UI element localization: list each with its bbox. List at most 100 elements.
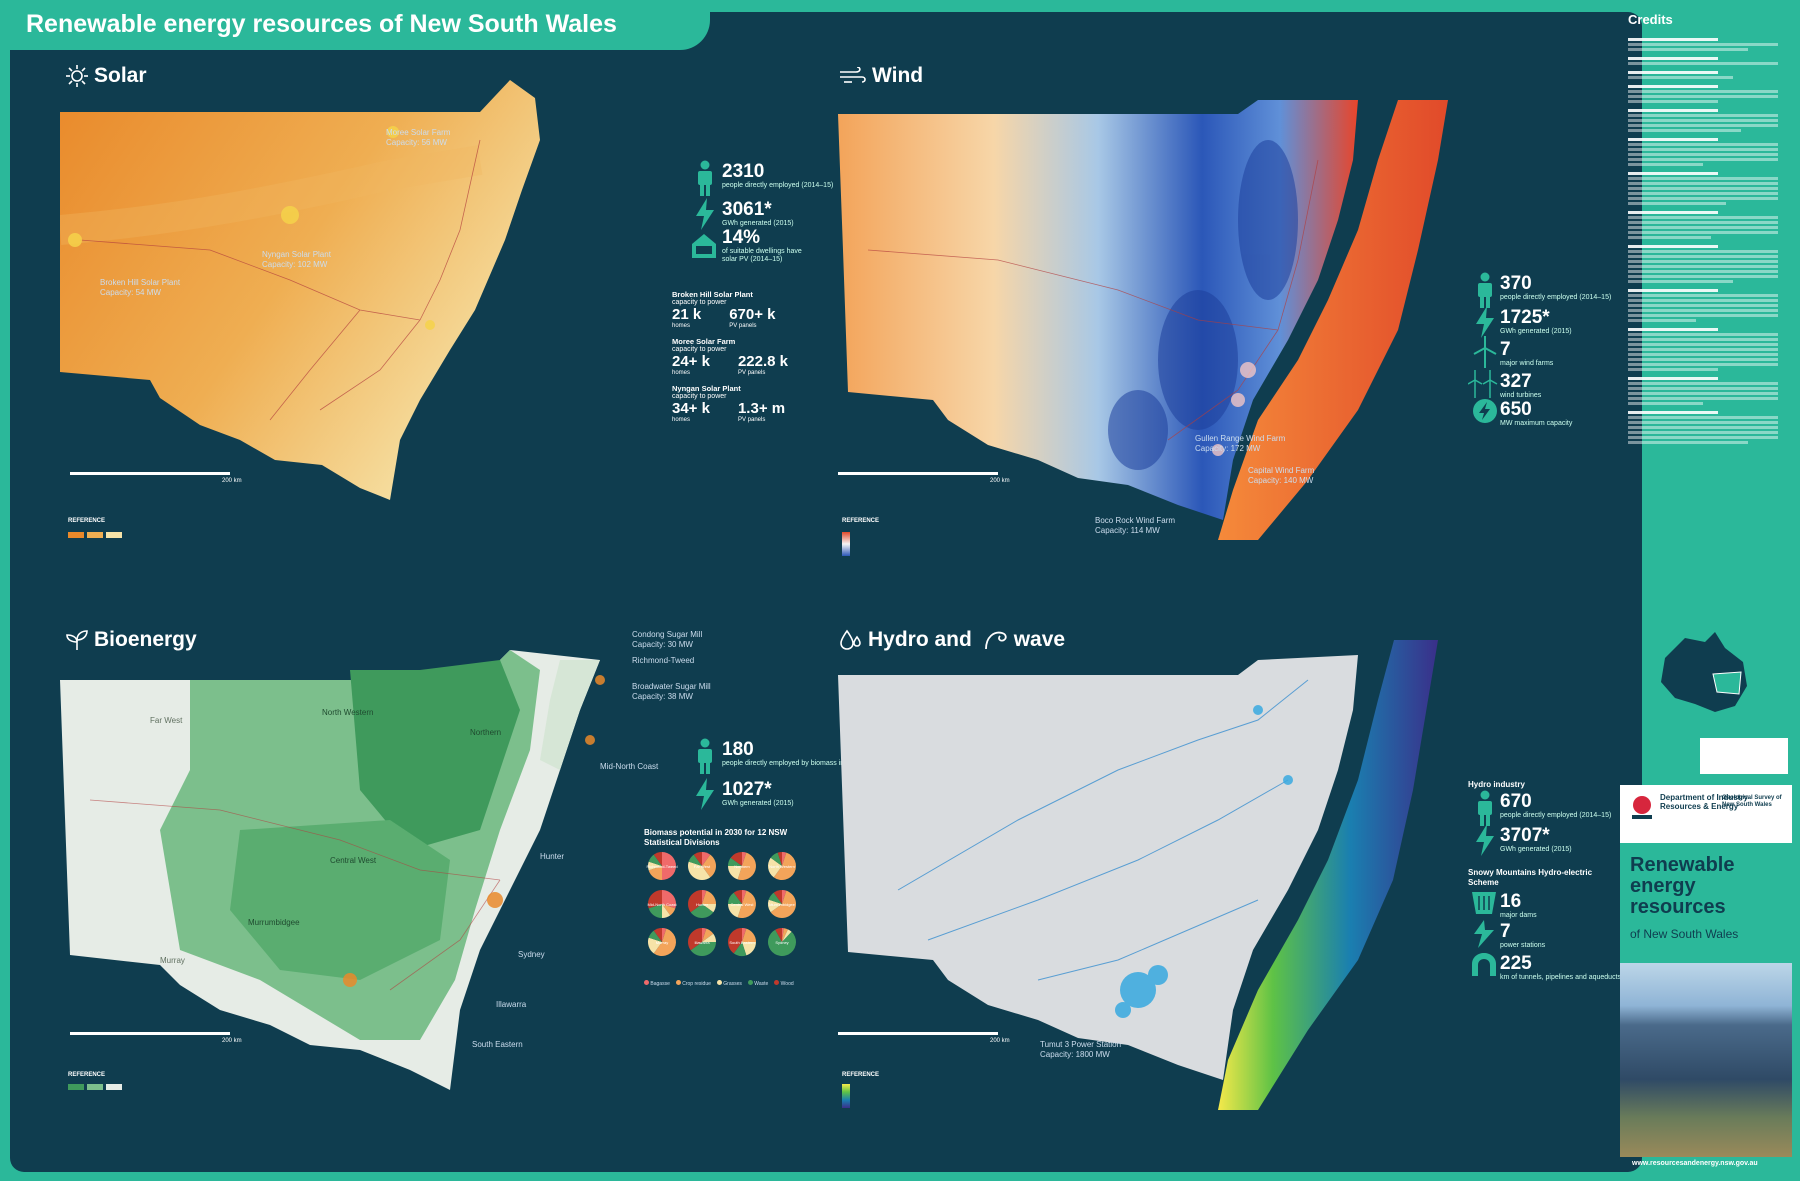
hydro-industry-title: Hydro industry [1468,780,1525,789]
plant-brokenhill: Broken Hill Solar Plant capacity to powe… [672,290,792,329]
legend-grasses-label: Grasses [723,981,742,987]
hydro-reference-title: REFERENCE [842,1072,880,1078]
capital-name: Capital Wind Farm [1248,466,1315,475]
sydney-bio-marker [487,892,503,908]
legend-grasses: Grasses [716,980,742,987]
gullen-name: Gullen Range Wind Farm [1195,434,1286,443]
pie-slice [742,890,747,904]
wind-employed-label: people directly employed (2014–15) [1500,294,1612,301]
bio-scale-bar [70,1032,230,1035]
pie-slice [773,852,796,880]
pie-slice [648,866,662,880]
hydro-stat-gwh: 3707* GWh generated (2015) [1500,826,1572,854]
bio-reference: REFERENCE [68,1072,125,1091]
lightning-icon [1476,824,1494,856]
wind-farms-value: 7 [1500,339,1511,360]
wave-icon [984,632,1007,650]
pie-slice [782,928,788,942]
wind-employed-value: 370 [1500,273,1532,294]
pie-central-west: Central West [728,890,756,918]
legend-crop: Crop residue [675,980,711,987]
pie-slice [770,890,796,918]
plant-sub: capacity to power [672,346,727,353]
pie-label: Far West [694,864,711,869]
lightning-icon [1476,306,1494,338]
dam-icon [1472,892,1496,914]
pie-slice [653,928,662,942]
capital-capacity: Capacity: 140 MW [1248,476,1314,485]
legend-bagasse: Bagasse [644,980,670,987]
bioenergy-heading-label: Bioenergy [94,628,197,651]
legend-crop-label: Crop residue [682,981,711,987]
moree-label: Moree Solar Farm Capacity: 56 MW [386,128,450,148]
pie-label: Northern [734,864,750,869]
plant-homes-label: homes [672,417,691,423]
wind-gwh-value: 1725* [1500,307,1550,328]
bio-stat-employed: 180 people directly employed by biomass i… [722,740,897,768]
midnorthcoast-label: Mid-North Coast [600,762,659,771]
pie-slice [688,890,702,913]
water-drop-icon [840,630,861,651]
biomass-pie-grid: Richmond-Tweed Far West Northern North West… [646,852,796,956]
wind-gwh-label: GWh generated (2015) [1500,328,1572,335]
plant-panels-label: PV panels [737,417,766,423]
pie-northern: Northern [728,852,756,880]
nyngan-solar-marker [281,206,299,224]
pie-slice [768,892,782,904]
pie-richmond-tweed: Richmond-Tweed [646,852,678,880]
pie-slice [702,890,716,904]
pie-label: Murrumbidgee [769,902,796,907]
plant-name: Nyngan Solar Plant [672,384,741,393]
wagga-bio-marker [343,973,357,987]
pie-murrumbidgee: Murrumbidgee [768,890,796,918]
wind-stat-turbines: 327 wind turbines [1500,372,1541,400]
brokenhill-name: Broken Hill Solar Plant [100,278,181,287]
pie-slice [782,928,784,942]
wind-capacity-value: 650 [1500,399,1532,420]
southeastern-label: South Eastern [472,1040,523,1049]
pie-slice [728,866,742,880]
murrumbidgee-label: Murrumbidgee [248,918,300,927]
pie-slice [702,854,716,878]
plant-panels-value: 222.8 k [737,353,789,370]
plant-homes-value: 21 k [672,306,702,323]
pie-slice [693,852,702,866]
solar-farm-photo [1620,963,1792,1157]
person-icon [698,160,712,196]
pie-slice [770,852,782,866]
pie-slice [688,854,702,866]
pie-label: North Western [769,864,795,869]
pie-murray: Murray [648,928,676,956]
pie-slice [662,890,676,909]
geological-survey: Geological Survey of New South Wales [1722,795,1782,808]
solar-reference-title: REFERENCE [68,518,106,524]
pie-slice [742,928,756,942]
snowy-stat-dams: 16 major dams [1500,892,1537,920]
pie-slice [742,928,747,942]
boco-wind-marker [1212,444,1224,456]
plant-panels-label: PV panels [737,370,766,376]
pie-label: South Eastern [729,940,754,945]
pie-label: Mid-North Coast [647,902,677,907]
bio-reference-title: REFERENCE [68,1072,106,1078]
solar-plants: Broken Hill Solar Plant capacity to powe… [672,290,792,423]
hydro-map [838,640,1438,1110]
capital-wind-marker [1231,393,1245,407]
pie-slice [648,854,662,866]
cover-card: Department of Industry Resources & Energy… [1620,785,1792,1157]
pie-slice [702,890,707,904]
pie-label: Richmond-Tweed [646,864,677,869]
hydro-heading: Hydro and wave [840,628,1065,652]
bio-gwh-label: GWh generated (2015) [722,800,794,807]
pie-slice [688,861,711,880]
nsw-waratah-icon [1632,796,1652,819]
plant-panels-value: 670+ k [729,306,776,323]
pie-slice [768,929,796,956]
solar-scale-label: 200 km [222,478,242,484]
pie-slice [702,928,714,942]
dam-marker [1253,705,1263,715]
house-panel-icon [692,234,716,258]
solar-scale-bar [70,472,230,475]
condong-label: Condong Sugar Mill Capacity: 30 MW [632,630,702,650]
moree-solar-marker [387,126,399,138]
